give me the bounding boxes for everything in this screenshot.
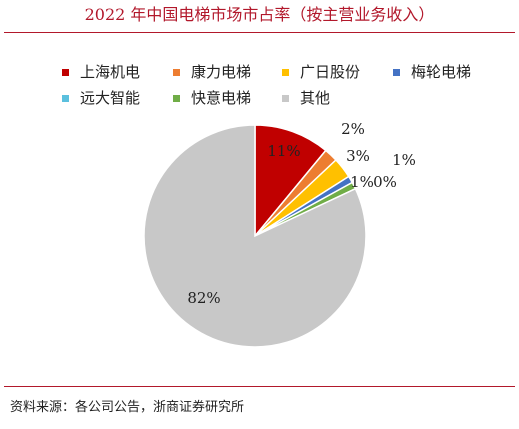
legend-swatch-yuanda [62, 94, 69, 102]
data-label-kangli: 2% [341, 120, 365, 138]
data-label-meilun: 1% [392, 151, 416, 169]
legend: 上海机电 康力电梯 广日股份 梅轮电梯 远大智能 快意电梯 其他 [0, 0, 519, 120]
data-label-kuaiyi: 1% [350, 173, 374, 191]
source-note: 资料来源：各公司公告，浙商证券研究所 [10, 400, 245, 415]
legend-label-yuanda: 远大智能 [80, 89, 141, 107]
legend-swatch-shanghai-jidian [62, 68, 69, 76]
legend-swatch-meilun [393, 68, 400, 76]
legend-item-kuaiyi: 快意电梯 [173, 88, 251, 108]
pie-data-labels: 11%2%3% 1%0%1%82% [187, 120, 416, 307]
legend-label-shanghai-jidian: 上海机电 [80, 63, 141, 81]
legend-label-kuaiyi: 快意电梯 [191, 89, 252, 107]
legend-swatch-other [282, 94, 289, 102]
legend-swatch-kuaiyi [173, 94, 180, 102]
legend-item-other: 其他 [282, 88, 330, 108]
legend-swatch-guangri [282, 68, 289, 76]
data-label-other: 82% [187, 289, 220, 307]
pie-slices [143, 124, 367, 348]
legend-label-kangli: 康力电梯 [191, 63, 252, 81]
legend-item-kangli: 康力电梯 [173, 62, 251, 82]
data-label-guangri: 3% [346, 147, 370, 165]
legend-item-yuanda: 远大智能 [62, 88, 140, 108]
legend-item-guangri: 广日股份 [282, 62, 360, 82]
chart-title: 2022 年中国电梯市场市占率（按主营业务收入） [84, 5, 435, 24]
data-label-yuanda: 0% [373, 173, 397, 191]
title-divider [4, 32, 515, 33]
pie-slice-shanghai-jidian [254, 124, 327, 239]
legend-swatch-kangli [173, 68, 180, 76]
legend-item-shanghai-jidian: 上海机电 [62, 62, 140, 82]
pie-slice-other [143, 124, 367, 348]
legend-item-meilun: 梅轮电梯 [393, 62, 471, 82]
legend-label-guangri: 广日股份 [300, 63, 361, 81]
legend-label-other: 其他 [300, 89, 331, 107]
footer-divider [4, 386, 515, 387]
legend-label-meilun: 梅轮电梯 [411, 63, 472, 81]
data-label-shanghai-jidian: 11% [267, 142, 300, 160]
